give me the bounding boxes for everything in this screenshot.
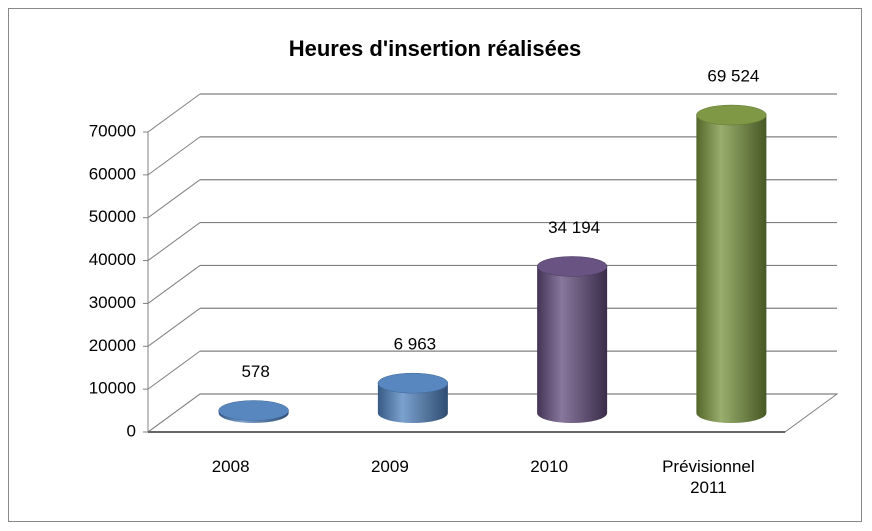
y-tick-label: 60000 (89, 164, 136, 183)
y-tick-label: 40000 (89, 250, 136, 269)
bar (537, 266, 608, 423)
grid-depth-line (147, 93, 201, 133)
value-label: 578 (241, 362, 269, 381)
bar (377, 383, 448, 423)
y-tick-label: 10000 (89, 379, 136, 398)
value-label: 6 963 (394, 335, 437, 354)
y-tick-label: 50000 (89, 207, 136, 226)
bar-top (536, 256, 608, 277)
grid-depth-line (147, 307, 201, 347)
y-tick-label: 70000 (89, 121, 136, 140)
bar-top (696, 104, 767, 126)
x-tick-label: 2010 (530, 457, 569, 476)
grid-depth-line (147, 136, 201, 176)
grid-depth-line (147, 179, 201, 219)
bar-top (377, 372, 449, 394)
y-tick-label: 20000 (89, 336, 136, 355)
y-tick-label: 0 (127, 421, 136, 440)
x-tick-label: 2008 (211, 457, 250, 476)
bar-top (218, 400, 289, 421)
y-tick-label: 30000 (89, 293, 136, 312)
grid-depth-line (147, 265, 201, 304)
chart-title: Heures d'insertion réalisées (289, 36, 582, 61)
grid-depth-line (147, 222, 201, 261)
value-label: 69 524 (707, 67, 759, 86)
bar (696, 115, 767, 423)
x-tick-label: Prévisionnel 2011 (662, 457, 755, 497)
x-tick-label: 2009 (370, 457, 409, 476)
grid-depth-line (147, 350, 201, 390)
value-label: 34 194 (548, 218, 600, 237)
